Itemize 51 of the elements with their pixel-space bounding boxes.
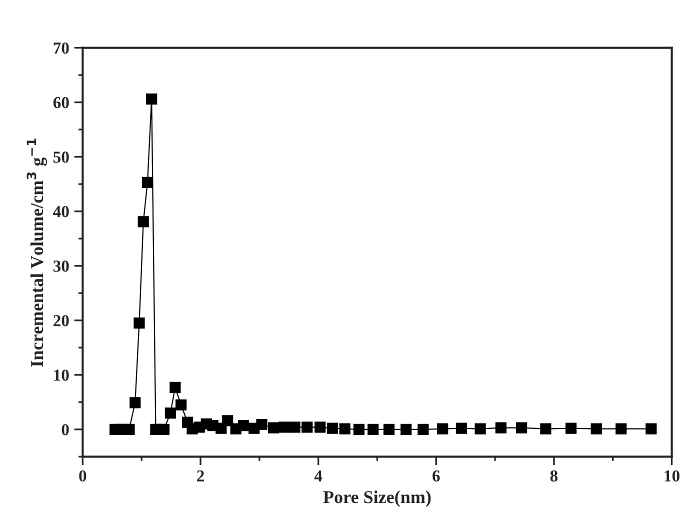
point: [590, 423, 602, 434]
y-tick-label: 20: [54, 315, 69, 326]
y-tick-label: 70: [54, 42, 69, 54]
point: [164, 407, 176, 419]
point: [130, 397, 141, 408]
point: [353, 424, 365, 435]
point: [289, 422, 300, 433]
point: [222, 415, 234, 426]
point: [142, 176, 154, 188]
point: [540, 423, 552, 434]
point: [646, 423, 657, 434]
point: [170, 382, 181, 393]
point: [138, 216, 149, 228]
y-axis-title: Incremental Volume/cm$^{3}$ g$^{−1}$: [26, 138, 47, 367]
point: [314, 422, 326, 433]
y-tick-label: 10: [54, 370, 69, 381]
point: [278, 422, 290, 433]
point: [565, 422, 577, 434]
x-tick-label: 0: [79, 470, 86, 482]
y-tick-label: 40: [53, 206, 69, 218]
point: [146, 93, 158, 105]
point: [418, 424, 429, 435]
point: [134, 318, 145, 329]
point: [339, 423, 350, 434]
y-tick-label: 50: [53, 152, 69, 163]
point: [256, 418, 268, 430]
point: [268, 422, 280, 434]
point: [124, 424, 135, 435]
point: [474, 423, 486, 434]
x-tick-label: 2: [197, 470, 204, 482]
point: [176, 399, 187, 410]
y-tick-label: 60: [53, 97, 69, 108]
point: [516, 422, 528, 434]
y-tick-label: 0: [62, 424, 69, 436]
point: [368, 424, 379, 435]
point: [616, 423, 627, 434]
point: [456, 422, 468, 434]
x-tick-label: 6: [432, 470, 440, 482]
point: [383, 424, 395, 435]
x-tick-label: 4: [314, 470, 322, 482]
y-tick-label: 30: [53, 260, 69, 272]
point: [400, 424, 412, 435]
x-tick-label: 8: [550, 470, 558, 482]
point: [495, 422, 506, 434]
point: [158, 424, 170, 435]
x-axis-title: Pore Size(nm): [323, 490, 431, 507]
point: [238, 420, 250, 432]
point: [326, 422, 338, 434]
point: [302, 422, 313, 433]
x-tick-label: 10: [664, 470, 680, 482]
point: [437, 423, 448, 434]
